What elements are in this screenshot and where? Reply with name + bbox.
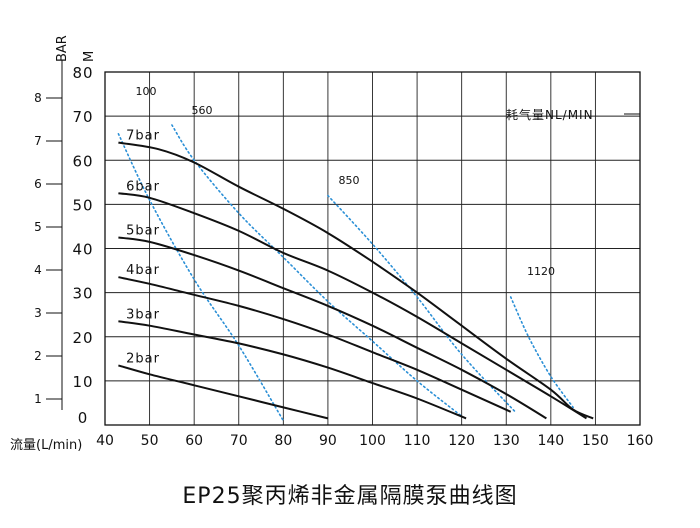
plot-border xyxy=(104,71,641,426)
x-tick-label: 140 xyxy=(537,433,564,449)
x-tick-label: 130 xyxy=(493,433,520,449)
air-consumption-label: 850 xyxy=(339,174,360,187)
air-consumption-line xyxy=(117,133,285,422)
y-tick-label: 70 xyxy=(72,108,93,126)
pressure-curve xyxy=(118,236,547,420)
pressure-curve-label: 3bar xyxy=(126,307,160,322)
y-tick-label: 0 xyxy=(78,409,89,427)
x-tick-label: 120 xyxy=(448,433,475,449)
x-tick-label: 110 xyxy=(404,433,431,449)
chart-title: EP25聚丙烯非金属隔膜泵曲线图 xyxy=(182,484,517,509)
air-consumption-line xyxy=(327,194,516,413)
air-consumption-line xyxy=(509,296,574,409)
air-consumption-label: 100 xyxy=(136,85,157,98)
pressure-curve xyxy=(118,364,329,420)
x-tick-label: 150 xyxy=(582,433,609,449)
bar-tick-label: 2 xyxy=(34,349,42,363)
bar-tick-label: 8 xyxy=(34,91,42,105)
pressure-curves xyxy=(118,141,594,420)
bar-tick-label: 3 xyxy=(34,306,42,320)
bar-axis-title: BAR xyxy=(55,35,70,62)
bar-tick-label: 5 xyxy=(34,220,42,234)
bar-tick-label: 1 xyxy=(34,392,42,406)
y-tick-label: 40 xyxy=(72,241,93,259)
y-tick-label: 30 xyxy=(72,285,93,303)
air-consumption-label: 1120 xyxy=(527,265,555,278)
air-consumption-title: 耗气量NL/MIN xyxy=(506,107,594,122)
pressure-curve-label: 5bar xyxy=(126,223,160,238)
chart-grid xyxy=(104,71,641,426)
x-tick-label: 50 xyxy=(141,433,159,449)
pressure-curve-label: 2bar xyxy=(126,351,160,366)
y-tick-label: 20 xyxy=(72,329,93,347)
x-axis-title: 流量(L/min) xyxy=(10,438,82,453)
y-tick-label: 80 xyxy=(72,64,93,82)
x-tick-label: 160 xyxy=(627,433,654,449)
x-tick-label: 80 xyxy=(274,433,292,449)
x-tick-label: 70 xyxy=(230,433,248,449)
air-consumption-lines xyxy=(117,124,574,422)
bar-tick-label: 6 xyxy=(34,177,42,191)
bar-tick-label: 7 xyxy=(34,134,42,148)
air-consumption-line xyxy=(171,124,463,417)
y-tick-label: 50 xyxy=(72,196,93,214)
x-tick-label: 60 xyxy=(185,433,203,449)
air-consumption-label: 560 xyxy=(192,104,213,117)
y-tick-label: 60 xyxy=(72,152,93,170)
x-tick-label: 90 xyxy=(319,433,337,449)
x-tick-label: 100 xyxy=(359,433,386,449)
pressure-curve xyxy=(118,192,588,420)
y-tick-label: 10 xyxy=(72,373,93,391)
chart-labels: 流量(L/min)BAR M1005608501120耗气量NL/MIN7bar6… xyxy=(10,35,640,509)
x-tick-label: 40 xyxy=(96,433,114,449)
pressure-curve xyxy=(118,141,594,420)
pressure-curve xyxy=(118,276,512,413)
pressure-curve-label: 6bar xyxy=(126,179,160,194)
head-axis-title: M xyxy=(82,51,97,62)
pressure-curve-label: 4bar xyxy=(126,263,160,278)
pressure-curve-label: 7bar xyxy=(126,129,160,144)
bar-tick-label: 4 xyxy=(34,263,42,277)
pressure-curve xyxy=(118,320,467,420)
